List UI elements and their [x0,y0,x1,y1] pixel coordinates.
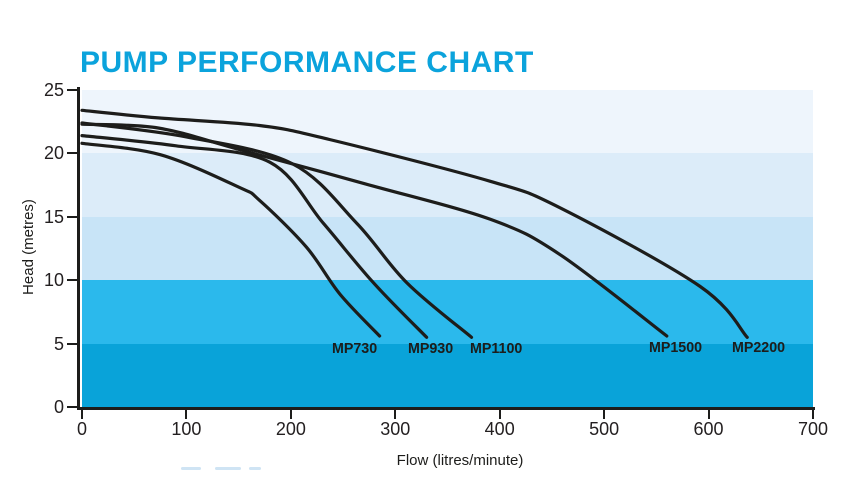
curve-label-mp730: MP730 [332,340,378,357]
y-axis-title: Head (metres) [20,199,37,295]
x-tick-label: 700 [797,419,829,439]
pump-curve-mp730 [80,141,382,338]
x-tick [603,409,606,419]
pump-curve-mp930 [80,134,429,339]
y-tick [67,406,77,408]
x-tick [185,409,188,419]
x-tick-label: 300 [380,419,411,439]
y-axis-line [77,87,80,409]
y-tick [67,215,77,218]
pump-curve-mp1100 [80,121,474,339]
x-tick-label: 600 [693,419,724,439]
y-tick [67,152,77,155]
x-tick [498,409,501,419]
plot-band [82,280,813,344]
y-tick-label: 0 [53,397,64,417]
x-tick-label: 500 [589,419,620,439]
watermark-dash [215,467,241,470]
y-tick-label: 25 [43,80,64,100]
watermark-dash [249,467,261,470]
x-tick-label: 0 [76,419,87,439]
pump-curves-svg [80,108,749,339]
watermark-dash [181,467,201,470]
y-tick [67,279,77,282]
x-axis-line [77,407,815,410]
x-tick [81,409,83,419]
plot-band [82,343,813,407]
x-tick-label: 200 [275,419,306,439]
x-tick [394,409,397,419]
curve-label-mp1100: MP1100 [470,340,523,357]
y-tick-label: 5 [53,333,64,354]
x-tick [289,409,292,419]
x-tick-label: 400 [484,419,515,439]
pump-curve-mp1500 [80,122,669,338]
x-tick [812,409,814,419]
curve-label-mp2200: MP2200 [732,339,786,356]
x-axis-title: Flow (litres/minute) [396,452,524,469]
plot-band [82,216,813,281]
plot-area [82,90,813,407]
y-tick [67,89,77,91]
pump-curve-mp2200 [80,108,749,339]
y-tick-label: 15 [43,206,64,227]
x-tick-label: 100 [171,419,202,439]
chart-title: PUMP PERFORMANCE CHART [80,46,534,79]
curve-label-mp930: MP930 [408,340,454,357]
y-tick-label: 10 [43,270,64,291]
curve-label-mp1500: MP1500 [649,339,703,356]
y-tick-label: 20 [43,143,64,164]
x-tick [707,409,710,419]
y-tick [67,342,77,345]
